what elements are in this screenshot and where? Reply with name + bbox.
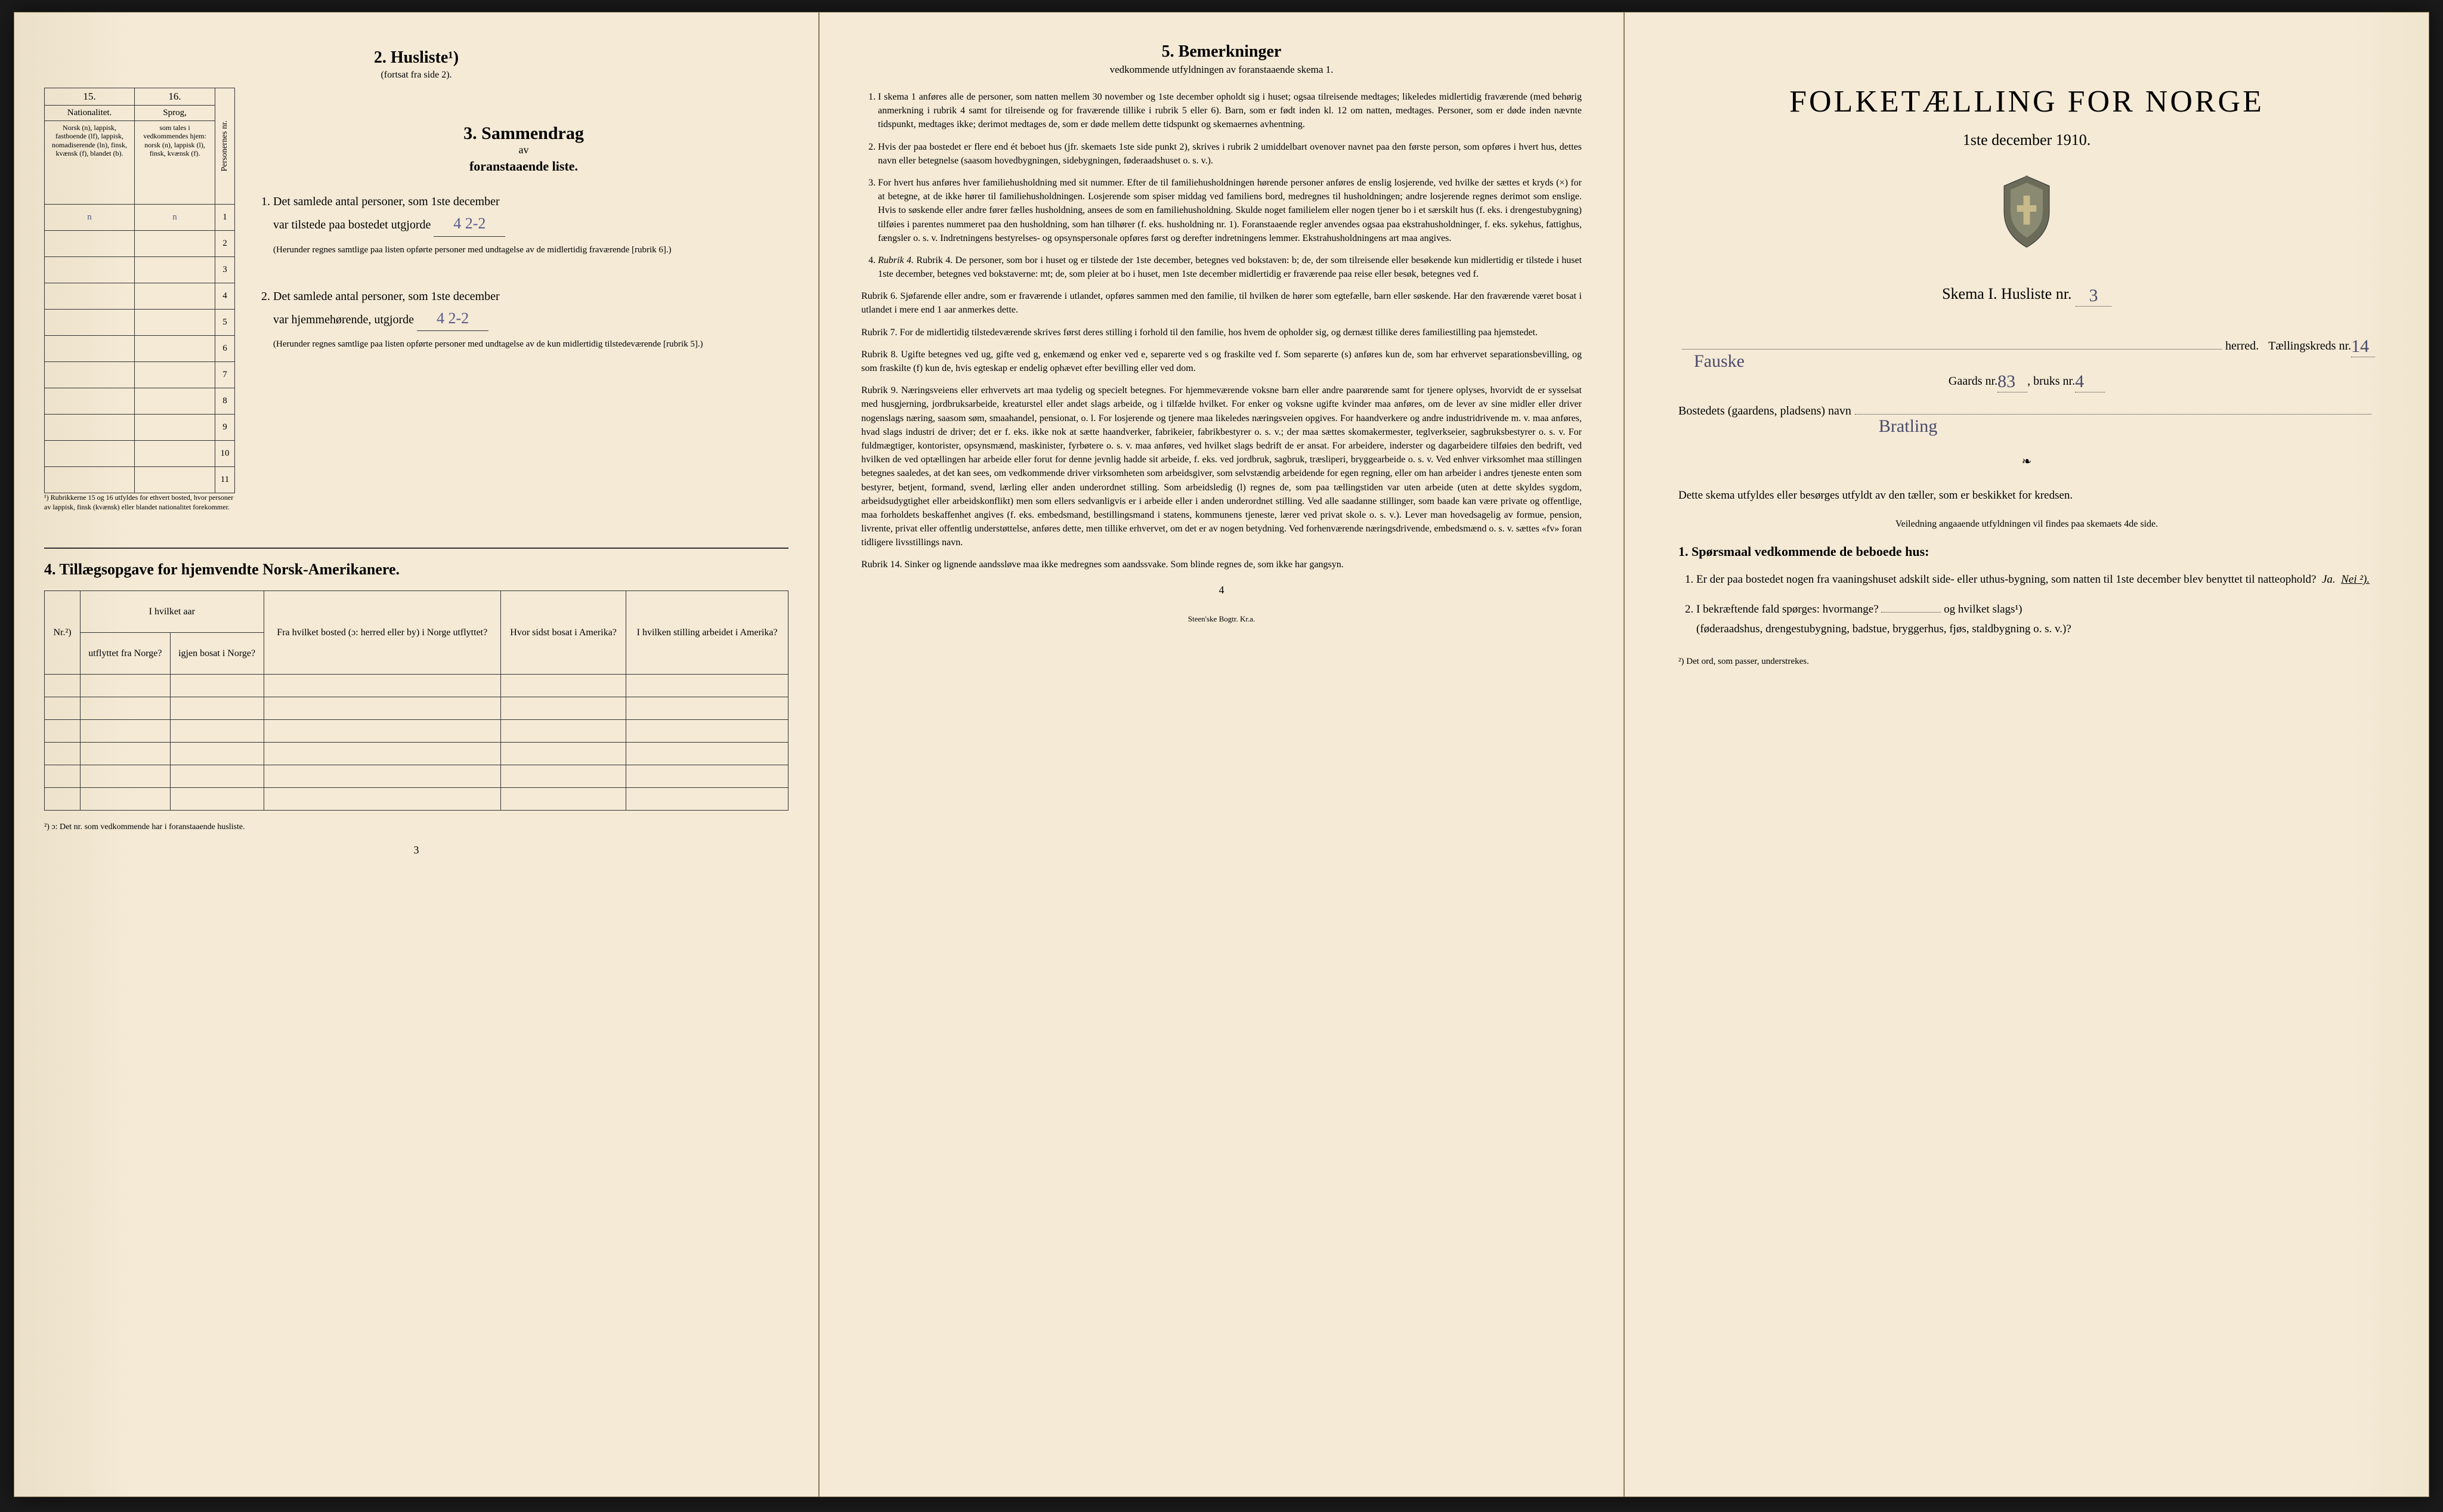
page-3: 2. Husliste¹) (fortsat fra side 2). 15. …	[14, 12, 819, 1497]
husliste-subtitle: (fortsat fra side 2).	[44, 70, 788, 81]
sammendrag-av: av	[259, 144, 788, 156]
bemerkninger-sub: vedkommende utfyldningen av foranstaaend…	[861, 64, 1582, 76]
hjemme-count: 4 2-2	[417, 306, 488, 332]
cell-1-2: n	[135, 205, 215, 231]
kreds-value: 14	[2351, 336, 2375, 357]
sprog-sub: som tales i vedkommendes hjem: norsk (n)…	[135, 121, 215, 205]
sammendrag-section: 3. Sammendrag av foranstaaende liste. De…	[259, 88, 788, 351]
herred-value: Fauske	[1694, 351, 1745, 372]
bemerk-item: Hvis der paa bostedet er flere end ét be…	[878, 140, 1582, 168]
tillaeg-table: Nr.²) I hvilket aar Fra hvilket bosted (…	[44, 590, 788, 811]
tillaeg-section: 4. Tillægsopgave for hjemvendte Norsk-Am…	[44, 548, 788, 857]
rownum: 11	[215, 467, 235, 493]
bemerk-item: Rubrik 4. Rubrik 4. De personer, som bor…	[878, 253, 1582, 281]
page-cover: FOLKETÆLLING FOR NORGE 1ste december 191…	[1624, 12, 2429, 1497]
th-ut: utflyttet fra Norge?	[81, 633, 171, 675]
th-aar: I hvilket aar	[81, 591, 264, 633]
printer-mark: Steen'ske Bogtr. Kr.a.	[861, 614, 1582, 624]
rownum: 6	[215, 336, 235, 362]
husliste-nr: 3	[2076, 286, 2111, 307]
census-title: FOLKETÆLLING FOR NORGE	[1678, 84, 2375, 119]
col-15: 15.	[45, 88, 135, 106]
bemerk-item: I skema 1 anføres alle de personer, som …	[878, 90, 1582, 132]
page-number: 3	[44, 844, 788, 857]
bemerk-item: Rubrik 7. For de midlertidig tilstedevær…	[861, 326, 1582, 339]
cell-1-1: n	[45, 205, 135, 231]
bemerk-item: For hvert hus anføres hver familiehushol…	[878, 176, 1582, 245]
rownum: 7	[215, 362, 235, 388]
rownum: 1	[215, 205, 235, 231]
rownum: 8	[215, 388, 235, 415]
th-igjen: igjen bosat i Norge?	[170, 633, 264, 675]
answer-ja: Ja.	[2322, 573, 2336, 586]
summary-item-2: Det samlede antal personer, som 1ste dec…	[273, 287, 788, 352]
skema-line: Skema I. Husliste nr. 3	[1678, 283, 2375, 304]
ornament-icon: ❧	[1678, 454, 2375, 469]
col-16: 16.	[135, 88, 215, 106]
tilstede-count: 4 2-2	[434, 211, 505, 237]
questions-title: 1. Spørsmaal vedkommende de beboede hus:	[1678, 544, 2375, 559]
bemerk-item: Rubrik 9. Næringsveiens eller erhvervets…	[861, 384, 1582, 549]
table-footnote: ¹) Rubrikkerne 15 og 16 utfyldes for eth…	[44, 493, 235, 512]
nationality-table: 15. 16. Personernes nr. Nationalitet. Sp…	[44, 88, 235, 493]
bemerkninger-list: I skema 1 anføres alle de personer, som …	[861, 90, 1582, 572]
coat-of-arms-icon	[1678, 173, 2375, 253]
footnote: ²) Det ord, som passer, understrekes.	[1678, 657, 2375, 667]
husliste-section: 2. Husliste¹) (fortsat fra side 2). 15. …	[44, 48, 788, 512]
nat-sub: Norsk (n), lappisk, fastboende (lf), lap…	[45, 121, 135, 205]
form-fields: Fauske herred. Tællingskreds nr. 14 Gaar…	[1678, 334, 2375, 418]
page-4: 5. Bemerkninger vedkommende utfyldningen…	[819, 12, 1624, 1497]
rownum: 5	[215, 310, 235, 336]
sammendrag-title: 3. Sammendrag	[259, 123, 788, 144]
bemerk-item: Rubrik 6. Sjøfarende eller andre, som er…	[861, 289, 1582, 317]
nat-head: Nationalitet.	[45, 106, 135, 121]
rownum: 10	[215, 441, 235, 467]
questions-section: 1. Spørsmaal vedkommende de beboede hus:…	[1678, 544, 2375, 639]
th-nr: Nr.²)	[45, 591, 81, 675]
th-bosted: Fra hvilket bosted (ɔ: herred eller by) …	[264, 591, 500, 675]
summary-item-1: Det samlede antal personer, som 1ste dec…	[273, 192, 788, 257]
bosted-value: Bratling	[1879, 416, 1937, 437]
answer-nei: Nei ²).	[2341, 573, 2370, 586]
person-nr-head: Personernes nr.	[219, 115, 231, 178]
rownum: 4	[215, 283, 235, 310]
census-date: 1ste december 1910.	[1678, 131, 2375, 149]
question-1: Er der paa bostedet nogen fra vaaningshu…	[1696, 570, 2375, 589]
rownum: 3	[215, 257, 235, 283]
document-spread: 2. Husliste¹) (fortsat fra side 2). 15. …	[14, 12, 2429, 1497]
bemerkninger-title: 5. Bemerkninger	[861, 42, 1582, 61]
bemerk-item: Rubrik 14. Sinker og lignende aandssløve…	[861, 558, 1582, 571]
page-number: 4	[861, 584, 1582, 596]
instruction-2: Veiledning angaaende utfyldningen vil fi…	[1678, 517, 2375, 532]
sprog-head: Sprog,	[135, 106, 215, 121]
bruks-value: 4	[2075, 372, 2105, 392]
instruction-1: Dette skema utfyldes eller besørges utfy…	[1678, 487, 2375, 505]
th-stilling: I hvilken stilling arbeidet i Amerika?	[626, 591, 788, 675]
bemerk-item: Rubrik 8. Ugifte betegnes ved ug, gifte …	[861, 348, 1582, 375]
footnote-2: ²) ɔ: Det nr. som vedkommende har i fora…	[44, 823, 788, 832]
husliste-title: 2. Husliste¹)	[44, 48, 788, 67]
rownum: 2	[215, 231, 235, 257]
th-sidst: Hvor sidst bosat i Amerika?	[500, 591, 626, 675]
question-2: I bekræftende fald spørges: hvormange? o…	[1696, 600, 2375, 639]
rownum: 9	[215, 415, 235, 441]
tillaeg-title: 4. Tillægsopgave for hjemvendte Norsk-Am…	[44, 561, 788, 579]
gaards-value: 83	[1997, 372, 2027, 392]
sammendrag-sub: foranstaaende liste.	[259, 159, 788, 174]
